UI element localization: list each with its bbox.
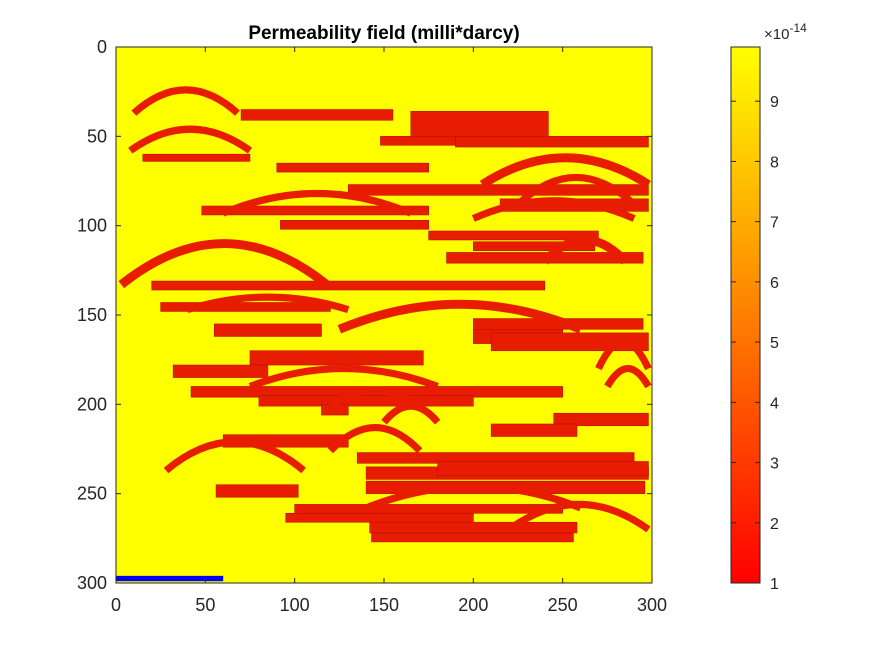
- colorbar-tick-label: 3: [770, 456, 779, 473]
- highlight-bar: [116, 575, 224, 582]
- channel-arc: [131, 86, 240, 116]
- channel-arc: [128, 125, 253, 154]
- channel-bar: [258, 395, 474, 407]
- colorbar-gradient: [731, 47, 760, 583]
- colorbar-exponent: ×10-14: [764, 21, 807, 43]
- channel-bar: [455, 136, 649, 148]
- channel-bar: [276, 162, 429, 173]
- channel-arc: [515, 174, 637, 207]
- channel-bar: [553, 412, 649, 427]
- channel-bar: [473, 241, 596, 251]
- channel-bar: [249, 350, 424, 366]
- channel-arc: [604, 365, 652, 389]
- y-tick-label: 100: [77, 216, 107, 236]
- x-tick-label: 50: [195, 595, 215, 615]
- channel-bar: [201, 205, 429, 216]
- channel-bar: [142, 153, 251, 162]
- channel-arc: [327, 424, 423, 454]
- x-tick-label: 250: [548, 595, 578, 615]
- y-tick-label: 0: [97, 37, 107, 57]
- channel-bar: [410, 111, 549, 139]
- colorbar-tick-label: 6: [770, 275, 779, 292]
- channel-bar: [151, 280, 546, 291]
- y-tick-label: 50: [87, 126, 107, 146]
- colorbar-tick-label: 7: [770, 215, 779, 232]
- colorbar-tick-label: 4: [770, 395, 779, 412]
- channel-bar: [294, 504, 563, 514]
- colorbar-tick-label: 2: [770, 516, 779, 533]
- colorbar-ticks: 1 2 3 4 5 6 7 8 9: [731, 94, 779, 593]
- channel-arc: [364, 482, 582, 512]
- channel-bar: [347, 184, 649, 196]
- colorbar-frame: [730, 46, 761, 584]
- channel-arc: [381, 402, 441, 425]
- y-axis: 0 50 100 150 200 250 300: [77, 37, 652, 593]
- channel-arc: [471, 197, 636, 222]
- plot-area: [115, 46, 653, 584]
- y-tick-label: 150: [77, 305, 107, 325]
- channel-bar: [172, 364, 269, 378]
- channel-bar: [490, 423, 578, 437]
- channel-bar: [160, 302, 331, 312]
- colorbar-tick-label: 5: [770, 335, 779, 352]
- channel-arc: [541, 235, 629, 265]
- channel-bar: [215, 484, 299, 498]
- colorbar-tick-label: 1: [770, 576, 779, 593]
- x-tick-label: 0: [111, 595, 121, 615]
- channel-arc: [479, 153, 651, 189]
- channel-arc: [118, 239, 330, 289]
- x-tick-label: 150: [369, 595, 399, 615]
- channel-arc: [337, 299, 583, 334]
- colorbar-tick-label: 8: [770, 154, 779, 171]
- channel-bar: [371, 532, 574, 543]
- y-tick-label: 250: [77, 484, 107, 504]
- channel-arc: [221, 190, 413, 217]
- colorbar: 1 2 3 4 5 6 7 8 9 ×10-14: [730, 21, 807, 593]
- channel-layer: [118, 86, 652, 543]
- y-tick-label: 300: [77, 573, 107, 593]
- channel-bar: [280, 220, 429, 230]
- colorbar-tick-label: 9: [770, 94, 779, 111]
- x-tick-label: 300: [637, 595, 667, 615]
- channel-bar: [437, 461, 649, 477]
- channel-arc: [163, 438, 306, 474]
- channel-arc: [186, 293, 350, 314]
- channel-bar: [428, 230, 599, 241]
- x-axis: 0 50 100 150 200 250 300: [111, 47, 667, 615]
- channel-bar: [285, 513, 474, 523]
- plot-title: Permeability field (milli*darcy): [248, 23, 519, 44]
- channel-arc: [248, 365, 439, 390]
- y-tick-label: 200: [77, 394, 107, 414]
- x-tick-label: 100: [280, 595, 310, 615]
- x-tick-label: 200: [458, 595, 488, 615]
- channel-bar: [369, 521, 578, 534]
- channel-arc: [506, 500, 651, 533]
- channel-arc: [595, 338, 652, 371]
- channel-arc: [328, 386, 422, 410]
- channel-bar: [213, 323, 322, 337]
- channel-bar: [240, 109, 394, 121]
